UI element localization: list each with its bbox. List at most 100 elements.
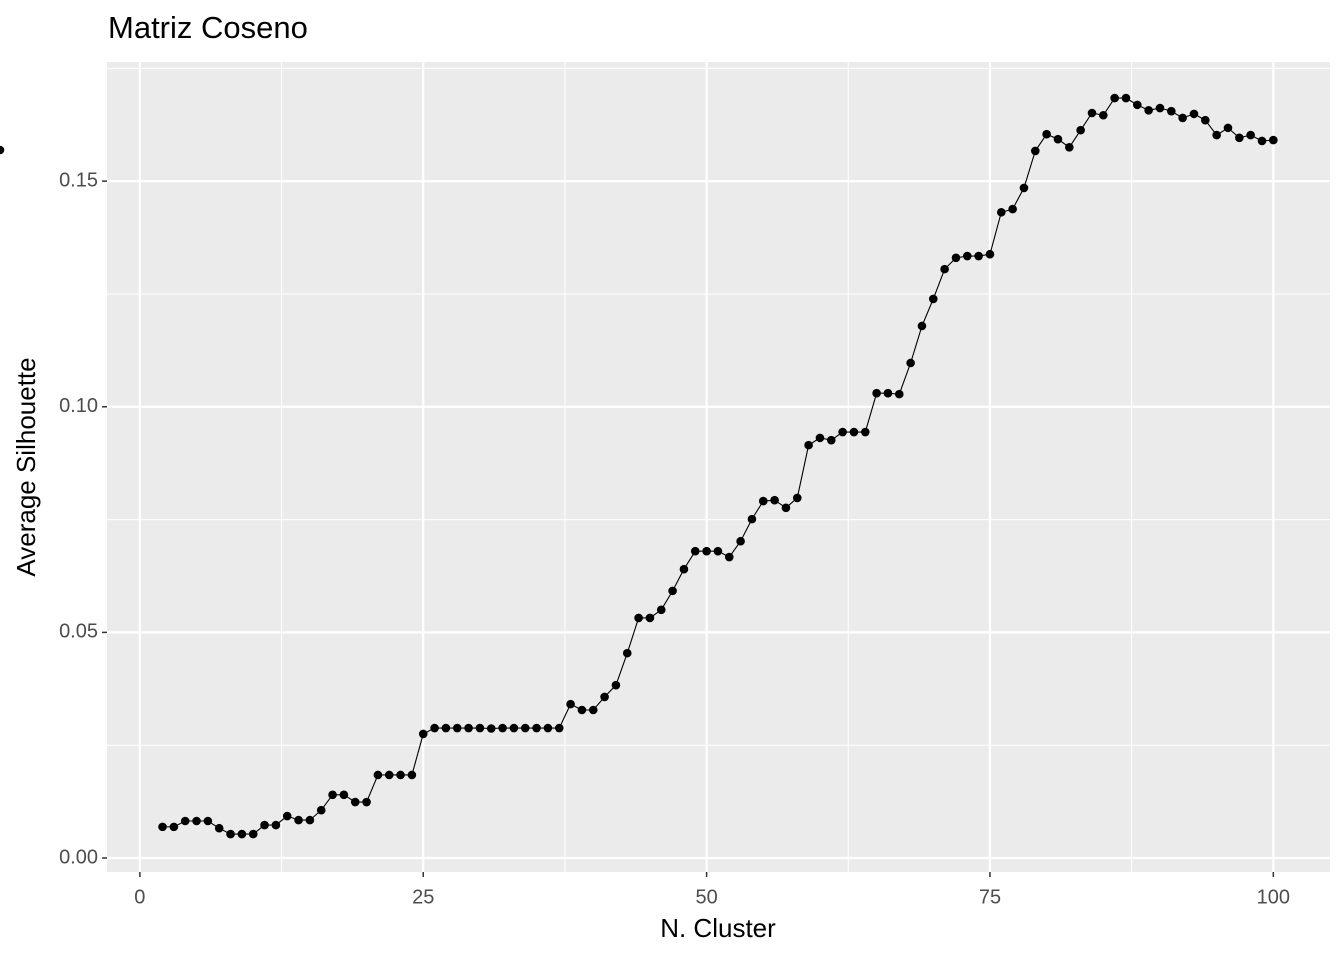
point — [305, 815, 315, 825]
point — [418, 729, 428, 739]
point — [520, 723, 530, 733]
x-axis-label: N. Cluster — [660, 913, 776, 943]
point — [1053, 134, 1063, 144]
point — [339, 790, 349, 800]
point — [577, 705, 587, 715]
point — [1269, 135, 1278, 145]
point — [634, 613, 643, 623]
point — [1065, 142, 1074, 152]
point — [849, 427, 859, 437]
point — [838, 427, 847, 437]
point — [770, 495, 779, 505]
point — [214, 823, 224, 833]
point — [316, 805, 326, 815]
point — [475, 723, 485, 733]
point — [1087, 108, 1097, 118]
point — [498, 723, 507, 733]
point — [464, 723, 473, 733]
point — [996, 207, 1006, 217]
point — [917, 321, 927, 331]
point — [532, 723, 541, 733]
point — [226, 829, 235, 839]
point — [1144, 105, 1153, 115]
x-tick-label: 25 — [412, 886, 434, 908]
point — [1042, 129, 1051, 139]
point — [509, 723, 519, 733]
point — [1121, 93, 1131, 103]
point — [974, 251, 983, 261]
point — [1167, 106, 1176, 116]
point — [1031, 146, 1040, 156]
point — [441, 723, 451, 733]
point — [645, 613, 655, 623]
point — [588, 705, 598, 715]
point — [1189, 109, 1199, 119]
point — [758, 496, 768, 506]
point — [1235, 133, 1244, 143]
point — [1155, 103, 1165, 113]
point — [1257, 136, 1267, 146]
point — [180, 816, 190, 826]
point — [1008, 204, 1017, 214]
y-tick-label: 0.15 — [59, 169, 98, 191]
point — [328, 790, 337, 800]
y-tick-label: 0.10 — [59, 395, 98, 417]
point — [452, 723, 462, 733]
point — [668, 586, 677, 596]
point — [0, 145, 5, 155]
point — [724, 552, 734, 562]
y-tick-label: 0.05 — [59, 621, 98, 643]
point — [158, 822, 167, 832]
point — [860, 427, 870, 437]
point — [883, 388, 893, 398]
point — [906, 358, 915, 368]
point — [928, 294, 938, 304]
point — [384, 770, 394, 780]
x-tick-label: 0 — [134, 886, 145, 908]
point — [940, 264, 949, 274]
point — [566, 699, 575, 709]
point — [1076, 125, 1085, 135]
panel — [107, 62, 1330, 872]
y-axis-label: Average Silhouette — [11, 357, 41, 576]
point — [543, 723, 553, 733]
point — [781, 503, 791, 513]
point — [1201, 115, 1210, 125]
point — [690, 546, 700, 556]
point — [656, 605, 666, 615]
point — [1019, 183, 1029, 193]
point — [815, 433, 825, 443]
point — [747, 514, 757, 524]
point — [679, 564, 689, 574]
point — [248, 829, 258, 839]
point — [622, 648, 632, 658]
point — [713, 546, 723, 556]
point — [962, 251, 972, 261]
point — [951, 253, 961, 263]
x-tick-label: 50 — [695, 886, 717, 908]
point — [237, 829, 247, 839]
point — [203, 816, 213, 826]
x-tick-label: 75 — [979, 886, 1001, 908]
point — [611, 680, 621, 690]
point — [736, 536, 745, 546]
point — [1099, 110, 1108, 120]
point — [600, 692, 609, 702]
point — [702, 546, 711, 556]
point — [192, 816, 201, 826]
point — [282, 811, 292, 821]
x-tick-label: 100 — [1257, 886, 1290, 908]
point — [826, 435, 836, 445]
point — [792, 493, 802, 503]
point — [804, 440, 813, 450]
point — [396, 770, 405, 780]
point — [407, 770, 417, 780]
point — [169, 822, 179, 832]
point — [1110, 93, 1119, 103]
point — [350, 797, 360, 807]
point — [872, 388, 881, 398]
point — [1212, 130, 1221, 140]
y-tick-label: 0.00 — [59, 846, 98, 868]
point — [260, 820, 269, 830]
